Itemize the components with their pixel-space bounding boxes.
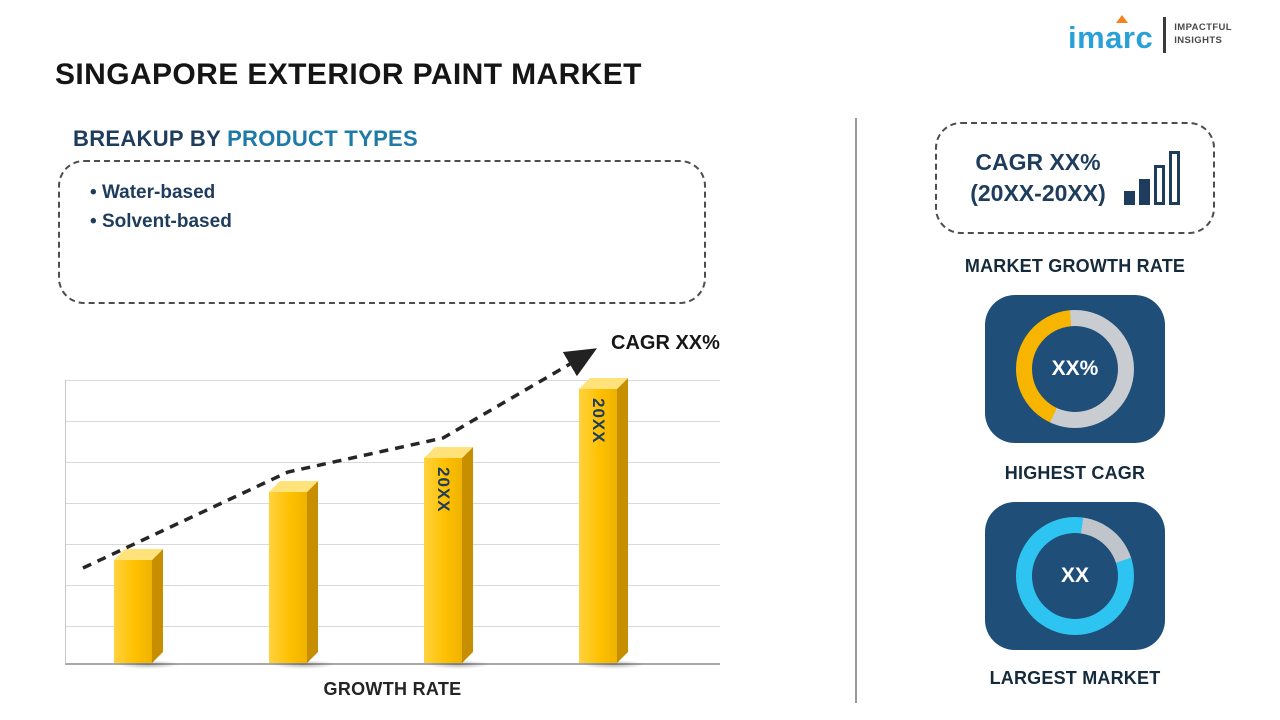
list-item: Water-based [90,182,674,204]
largest-market-donut: XX [1016,517,1134,635]
bar-icon-bar [1138,179,1150,205]
logo-tagline-line1: IMPACTFUL [1174,22,1232,34]
bar-icon-bar [1168,151,1180,205]
page-title: SINGAPORE EXTERIOR PAINT MARKET [55,58,642,91]
cagr-box-line1: CAGR XX% [975,148,1101,175]
chart-cagr-label: CAGR XX% [611,332,720,354]
bar-plot: CAGR XX% 20XX 20XX [65,332,720,669]
bar-side-face [307,481,318,663]
trend-line [82,348,598,570]
cagr-box-text: CAGR XX% (20XX-20XX) [970,147,1106,209]
largest-market-caption: LARGEST MARKET [989,668,1161,688]
highest-cagr-donut: XX% [1016,310,1134,428]
bar-chart-icon [1123,151,1180,205]
bar-year-label: 20XX [589,398,608,444]
chart-bar: 20XX [424,447,490,669]
largest-market-value: XX [1060,564,1089,587]
logo-divider [1163,16,1167,53]
logo-tagline: IMPACTFUL INSIGHTS [1174,22,1232,47]
logo-brand-text: imarc [1067,20,1154,55]
chart-bar [114,549,180,669]
list-item: Solvent-based [90,211,674,233]
bar-icon-bar [1123,191,1135,205]
bar-icon-bar [1153,165,1165,205]
logo-caret-icon [1115,15,1128,23]
chart-bar: 20XX [579,378,645,669]
chart-bar [269,481,335,669]
imarc-logo: imarc IMPACTFUL INSIGHTS [1067,15,1232,55]
section-divider [855,118,857,703]
bar-front-face: 20XX [424,458,462,663]
bar-side-face [462,447,473,663]
bar-year-label: 20XX [434,467,453,513]
bar-front-face: 20XX [579,389,617,663]
bar-front-face [269,492,307,663]
key-stats-column: CAGR XX% (20XX-20XX) MARKET GROWTH RATE … [935,122,1215,689]
breakup-heading: BREAKUP BY PRODUCT TYPES [73,126,418,152]
product-types-box: Water-based Solvent-based [58,160,706,304]
logo-tagline-line2: INSIGHTS [1174,34,1223,46]
breakup-heading-prefix: BREAKUP BY [73,126,228,151]
cagr-box-line2: (20XX-20XX) [970,180,1106,206]
bar-side-face [152,549,163,663]
highest-cagr-value: XX% [1051,357,1099,380]
logo-brand: imarc [1067,15,1154,55]
bar-side-face [617,378,628,663]
highest-cagr-caption: HIGHEST CAGR [1004,463,1146,483]
x-axis-label: GROWTH RATE [323,679,462,699]
product-types-list: Water-based Solvent-based [90,182,674,233]
market-growth-rate-box: CAGR XX% (20XX-20XX) [935,122,1215,234]
market-growth-rate-caption: MARKET GROWTH RATE [964,256,1186,276]
bar-front-face [114,560,152,663]
highest-cagr-card: XX% [985,295,1165,443]
largest-market-card: XX [985,502,1165,650]
breakup-heading-accent: PRODUCT TYPES [227,126,418,151]
